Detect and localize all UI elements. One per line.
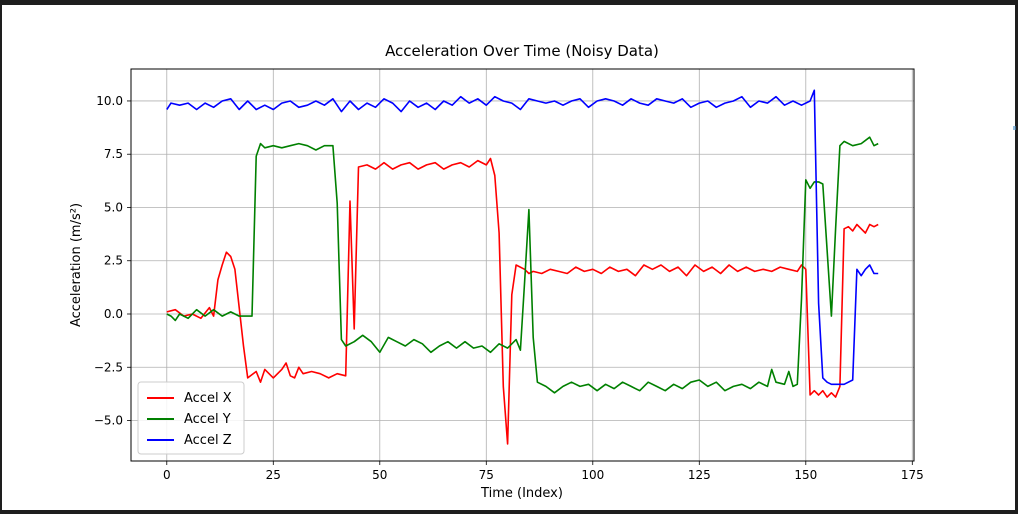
y-tick-label: −5.0 bbox=[94, 414, 123, 428]
x-tick-label: 125 bbox=[688, 468, 711, 482]
x-tick-label: 0 bbox=[163, 468, 171, 482]
x-tick-label: 75 bbox=[479, 468, 494, 482]
y-tick-label: 7.5 bbox=[104, 147, 123, 161]
chart-title: Acceleration Over Time (Noisy Data) bbox=[385, 42, 659, 60]
plot-frame bbox=[131, 69, 914, 461]
line-chart: Acceleration Over Time (Noisy Data) 0 25 5… bbox=[2, 5, 1015, 510]
x-tick-label: 175 bbox=[901, 468, 924, 482]
x-tick-label: 150 bbox=[794, 468, 817, 482]
y-tick-label: 0.0 bbox=[104, 307, 123, 321]
legend-label-accel-y: Accel Y bbox=[184, 412, 231, 427]
y-axis-label: Acceleration (m/s²) bbox=[69, 203, 84, 327]
x-tick-label: 25 bbox=[266, 468, 281, 482]
legend-label-accel-x: Accel X bbox=[184, 391, 232, 406]
legend: Accel X Accel Y Accel Z bbox=[138, 382, 244, 454]
y-tick-label: 5.0 bbox=[104, 200, 123, 214]
y-axis-ticks: −5.0 −2.5 0.0 2.5 5.0 7.5 10.0 bbox=[94, 94, 131, 428]
x-axis-label: Time (Index) bbox=[480, 486, 563, 501]
y-tick-label: 10.0 bbox=[96, 94, 123, 108]
x-axis-ticks: 0 25 50 75 100 125 150 175 bbox=[163, 461, 924, 482]
window-edge-marker bbox=[1013, 126, 1016, 130]
x-tick-label: 100 bbox=[581, 468, 604, 482]
legend-label-accel-z: Accel Z bbox=[184, 433, 232, 448]
grid-lines bbox=[131, 69, 914, 461]
y-tick-label: 2.5 bbox=[104, 254, 123, 268]
figure: Acceleration Over Time (Noisy Data) 0 25 5… bbox=[2, 5, 1015, 510]
y-tick-label: −2.5 bbox=[94, 360, 123, 374]
x-tick-label: 50 bbox=[372, 468, 387, 482]
